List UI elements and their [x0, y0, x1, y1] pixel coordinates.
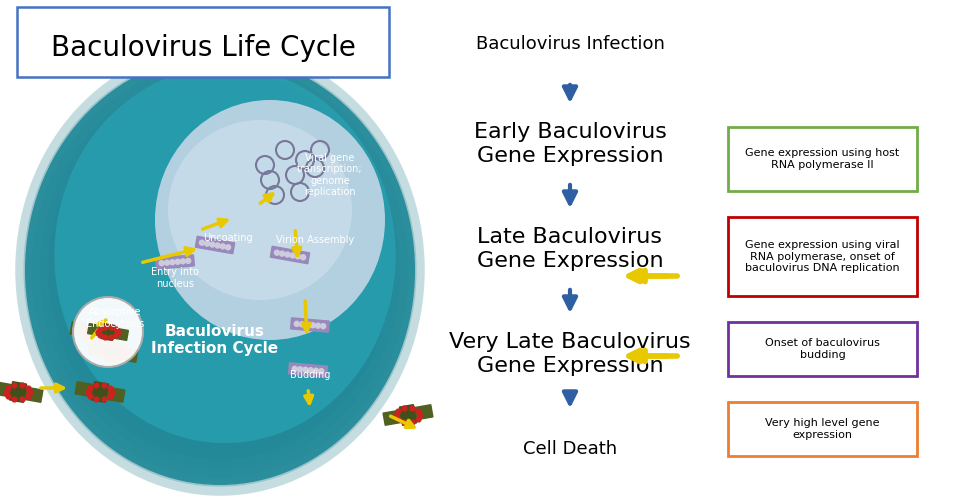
Circle shape — [220, 244, 225, 249]
Circle shape — [290, 253, 294, 258]
Circle shape — [180, 259, 185, 264]
Bar — [70, 322, 120, 342]
Circle shape — [294, 322, 299, 327]
Bar — [88, 324, 129, 340]
Circle shape — [199, 240, 204, 245]
Circle shape — [299, 322, 304, 327]
Ellipse shape — [48, 80, 392, 460]
Text: Baculovirus Life Cycle: Baculovirus Life Cycle — [51, 34, 355, 62]
Bar — [75, 382, 125, 402]
Text: Entry into
nucleus: Entry into nucleus — [151, 267, 199, 289]
Circle shape — [310, 323, 314, 328]
FancyBboxPatch shape — [727, 127, 916, 191]
Text: Late Baculovirus
Gene Expression: Late Baculovirus Gene Expression — [476, 227, 662, 271]
Circle shape — [315, 323, 320, 328]
Circle shape — [295, 254, 300, 259]
Circle shape — [292, 366, 297, 371]
Bar — [10, 382, 27, 402]
Text: Very high level gene
expression: Very high level gene expression — [764, 418, 879, 440]
Bar — [289, 363, 327, 377]
Text: Uncoating: Uncoating — [203, 233, 253, 243]
Text: Onset of baculovirus
budding: Onset of baculovirus budding — [764, 338, 879, 360]
Bar — [88, 342, 138, 362]
Bar — [195, 236, 234, 254]
FancyBboxPatch shape — [727, 322, 916, 376]
Text: Cell Death: Cell Death — [522, 440, 617, 458]
Bar — [291, 318, 329, 332]
Circle shape — [297, 367, 302, 372]
Ellipse shape — [15, 44, 424, 496]
Text: Very Late Baculovirus
Gene Expression: Very Late Baculovirus Gene Expression — [449, 333, 690, 375]
Bar — [101, 324, 115, 340]
Bar — [87, 322, 104, 342]
Circle shape — [285, 252, 290, 257]
Bar — [0, 382, 43, 402]
Bar — [399, 405, 416, 425]
Ellipse shape — [24, 53, 416, 487]
Circle shape — [274, 250, 279, 255]
Circle shape — [159, 261, 164, 266]
Text: Baculovirus Infection: Baculovirus Infection — [475, 35, 663, 53]
Text: Viral gene
transcription;
genome
replication: Viral gene transcription; genome replica… — [297, 153, 362, 198]
FancyBboxPatch shape — [727, 217, 916, 296]
Circle shape — [279, 251, 284, 256]
Circle shape — [205, 241, 210, 246]
Circle shape — [300, 255, 305, 260]
Circle shape — [225, 245, 231, 250]
Bar — [91, 382, 109, 402]
Circle shape — [214, 243, 220, 248]
Bar — [270, 246, 310, 264]
Text: Gene expression using host
RNA polymerase II: Gene expression using host RNA polymeras… — [744, 148, 899, 170]
Ellipse shape — [25, 55, 415, 485]
Text: Early Baculovirus
Gene Expression: Early Baculovirus Gene Expression — [473, 122, 666, 166]
Circle shape — [73, 297, 143, 367]
Ellipse shape — [168, 120, 352, 300]
Circle shape — [210, 242, 214, 247]
FancyBboxPatch shape — [17, 7, 389, 77]
Text: Virion Assembly: Virion Assembly — [275, 235, 354, 245]
Bar — [104, 342, 121, 362]
Circle shape — [186, 259, 191, 264]
Bar — [155, 255, 194, 269]
Bar — [383, 405, 433, 425]
FancyBboxPatch shape — [727, 402, 916, 456]
Ellipse shape — [40, 72, 399, 469]
Text: Absorptive
Endocytosis: Absorptive Endocytosis — [86, 307, 144, 329]
Circle shape — [302, 367, 308, 372]
Circle shape — [170, 260, 174, 265]
Circle shape — [175, 259, 180, 264]
Circle shape — [305, 322, 310, 327]
Circle shape — [164, 260, 170, 265]
Circle shape — [320, 324, 325, 329]
Circle shape — [314, 368, 318, 373]
Ellipse shape — [154, 100, 385, 340]
Circle shape — [308, 368, 313, 373]
Text: Baculovirus
Infection Cycle: Baculovirus Infection Cycle — [152, 324, 278, 356]
Text: Gene expression using viral
RNA polymerase, onset of
baculovirus DNA replication: Gene expression using viral RNA polymera… — [744, 240, 899, 273]
Ellipse shape — [31, 62, 408, 478]
Ellipse shape — [54, 67, 395, 443]
Text: Budding: Budding — [290, 370, 330, 380]
Circle shape — [318, 368, 323, 373]
